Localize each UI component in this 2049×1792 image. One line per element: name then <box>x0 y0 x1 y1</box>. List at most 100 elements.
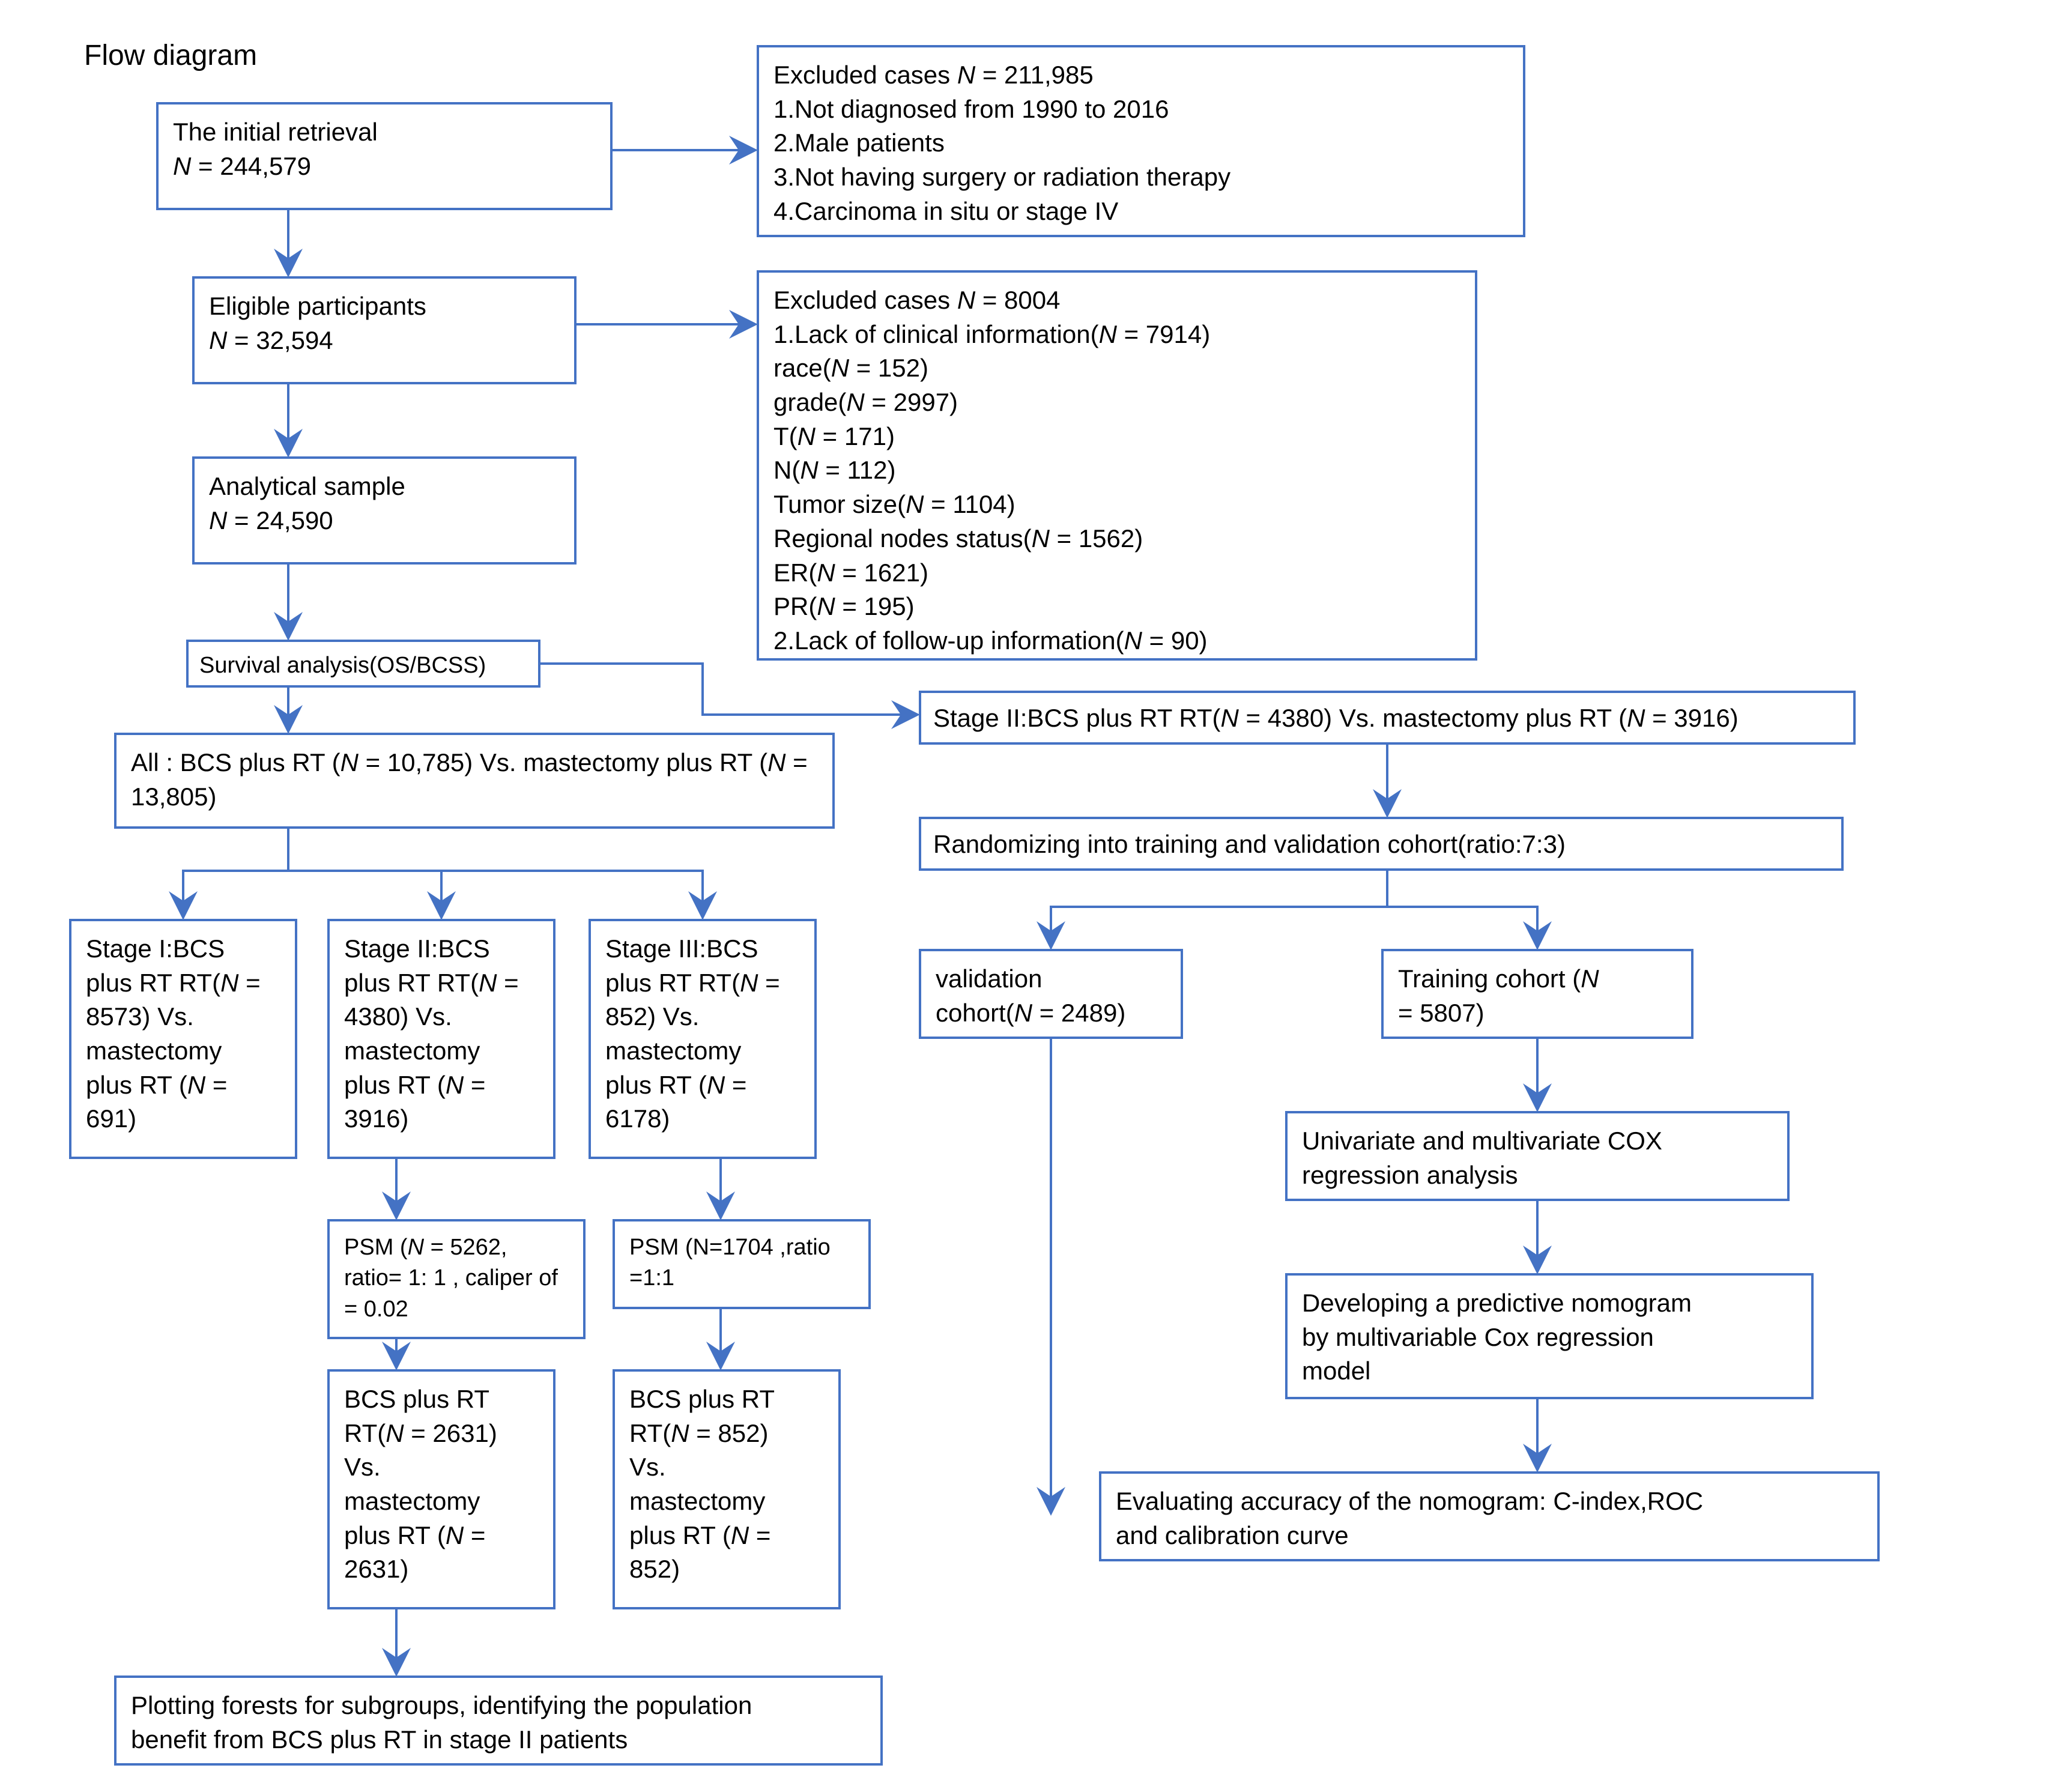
box-evaluating: Evaluating accuracy of the nomogram: C-i… <box>1099 1471 1880 1561</box>
text-line: 852) <box>629 1552 824 1587</box>
text-line: N = 24,590 <box>209 504 560 538</box>
box-cox: Univariate and multivariate COX regressi… <box>1285 1111 1790 1201</box>
text-line: validation <box>936 962 1166 996</box>
box-stage2: Stage II:BCS plus RT RT(N = 4380) Vs. ma… <box>327 919 555 1159</box>
text-line: Developing a predictive nomogram <box>1302 1286 1797 1321</box>
box-initial-retrieval: The initial retrieval N = 244,579 <box>156 102 613 210</box>
text-line: RT(N = 2631) <box>344 1417 539 1451</box>
text-line: = 5807) <box>1398 996 1677 1031</box>
text-line: 2631) <box>344 1552 539 1587</box>
diagram-title: Flow diagram <box>84 39 257 72</box>
text-line: Vs. <box>629 1450 824 1485</box>
box-bcs1: BCS plus RT RT(N = 2631) Vs. mastectomy … <box>327 1369 555 1609</box>
text-line: Plotting forests for subgroups, identify… <box>131 1689 866 1723</box>
text-line: grade(N = 2997) <box>773 386 1460 420</box>
box-psm1: PSM (N = 5262, ratio= 1: 1 , caliper of … <box>327 1219 586 1339</box>
text-line: plus RT (N = <box>344 1068 539 1103</box>
text-line: = 0.02 <box>344 1294 569 1325</box>
text-line: =1:1 <box>629 1263 854 1294</box>
text-line: Excluded cases N = 8004 <box>773 283 1460 318</box>
text-line: Analytical sample <box>209 470 560 504</box>
text-line: PR(N = 195) <box>773 590 1460 624</box>
flow-arrow <box>540 664 918 715</box>
text-line: The initial retrieval <box>173 115 596 150</box>
flow-arrow <box>1387 871 1537 948</box>
text-line: Training cohort (N <box>1398 962 1677 996</box>
text-line: mastectomy <box>86 1034 280 1068</box>
text-line: 3916) <box>344 1102 539 1136</box>
box-nomogram: Developing a predictive nomogram by mult… <box>1285 1273 1814 1399</box>
text-line: Univariate and multivariate COX <box>1302 1124 1773 1158</box>
text-line: benefit from BCS plus RT in stage II pat… <box>131 1723 866 1757</box>
box-eligible: Eligible participants N = 32,594 <box>192 276 577 384</box>
text-line: Regional nodes status(N = 1562) <box>773 522 1460 556</box>
box-forests: Plotting forests for subgroups, identify… <box>114 1675 883 1766</box>
box-survival: Survival analysis(OS/BCSS) <box>186 640 540 688</box>
text-line: PSM (N = 5262, <box>344 1232 569 1263</box>
box-excluded-1: Excluded cases N = 211,985 1.Not diagnos… <box>757 45 1525 237</box>
text-line: Eligible participants <box>209 289 560 324</box>
flow-arrow <box>288 829 703 918</box>
text-line: 6178) <box>605 1102 800 1136</box>
text-line: plus RT RT(N = <box>86 966 280 1000</box>
text-line: Excluded cases N = 211,985 <box>773 58 1509 92</box>
text-line: 8573) Vs. <box>86 1000 280 1034</box>
flow-arrow <box>183 829 288 918</box>
text-line: N = 244,579 <box>173 150 596 184</box>
text-line: by multivariable Cox regression <box>1302 1321 1797 1355</box>
box-analytical: Analytical sample N = 24,590 <box>192 456 577 565</box>
text-line: race(N = 152) <box>773 351 1460 386</box>
box-stage1: Stage I:BCS plus RT RT(N = 8573) Vs. mas… <box>69 919 297 1159</box>
text-line: mastectomy <box>605 1034 800 1068</box>
box-validation: validation cohort(N = 2489) <box>919 949 1183 1039</box>
text-line: N = 32,594 <box>209 324 560 358</box>
flow-arrow <box>1051 871 1387 948</box>
text-line: Stage II:BCS plus RT RT(N = 4380) Vs. ma… <box>933 704 1739 732</box>
text-line: Tumor size(N = 1104) <box>773 488 1460 522</box>
text-line: Stage I:BCS <box>86 932 280 966</box>
text-line: mastectomy <box>344 1485 539 1519</box>
box-bcs2: BCS plus RT RT(N = 852) Vs. mastectomy p… <box>613 1369 841 1609</box>
flow-arrow <box>288 829 441 918</box>
text-line: and calibration curve <box>1116 1519 1863 1553</box>
text-line: BCS plus RT <box>344 1382 539 1417</box>
text-line: plus RT (N = <box>629 1519 824 1553</box>
text-line: T(N = 171) <box>773 420 1460 454</box>
text-line: ER(N = 1621) <box>773 556 1460 590</box>
text-line: Survival analysis(OS/BCSS) <box>199 653 486 678</box>
text-line: Stage III:BCS <box>605 932 800 966</box>
text-line: plus RT RT(N = <box>605 966 800 1000</box>
text-line: 852) Vs. <box>605 1000 800 1034</box>
text-line: RT(N = 852) <box>629 1417 824 1451</box>
text-line: Evaluating accuracy of the nomogram: C-i… <box>1116 1485 1863 1519</box>
text-line: Randomizing into training and validation… <box>933 830 1566 858</box>
text-line: ratio= 1: 1 , caliper of <box>344 1263 569 1294</box>
text-line: mastectomy <box>629 1485 824 1519</box>
text-line: 1.Lack of clinical information(N = 7914) <box>773 318 1460 352</box>
text-line: BCS plus RT <box>629 1382 824 1417</box>
text-line: N(N = 112) <box>773 453 1460 488</box>
text-line: mastectomy <box>344 1034 539 1068</box>
text-line: 3.Not having surgery or radiation therap… <box>773 160 1509 195</box>
text-line: model <box>1302 1354 1797 1388</box>
text-line: plus RT RT(N = <box>344 966 539 1000</box>
box-psm2: PSM (N=1704 ,ratio =1:1 <box>613 1219 871 1309</box>
text-line: 2.Lack of follow-up information(N = 90) <box>773 624 1460 658</box>
box-stage3: Stage III:BCS plus RT RT(N = 852) Vs. ma… <box>589 919 817 1159</box>
text-line: 691) <box>86 1102 280 1136</box>
text-line: 4380) Vs. <box>344 1000 539 1034</box>
box-excluded-2: Excluded cases N = 8004 1.Lack of clinic… <box>757 270 1477 661</box>
box-training: Training cohort (N = 5807) <box>1381 949 1693 1039</box>
box-stage2-right: Stage II:BCS plus RT RT(N = 4380) Vs. ma… <box>919 691 1856 745</box>
text-line: PSM (N=1704 ,ratio <box>629 1232 854 1263</box>
box-all-group: All : BCS plus RT (N = 10,785) Vs. maste… <box>114 733 835 829</box>
text-line: regression analysis <box>1302 1158 1773 1193</box>
text-line: All : BCS plus RT (N = 10,785) Vs. maste… <box>131 748 808 811</box>
text-line: plus RT (N = <box>344 1519 539 1553</box>
text-line: plus RT (N = <box>86 1068 280 1103</box>
text-line: Vs. <box>344 1450 539 1485</box>
text-line: cohort(N = 2489) <box>936 996 1166 1031</box>
text-line: plus RT (N = <box>605 1068 800 1103</box>
text-line: 4.Carcinoma in situ or stage IV <box>773 195 1509 229</box>
text-line: Stage II:BCS <box>344 932 539 966</box>
